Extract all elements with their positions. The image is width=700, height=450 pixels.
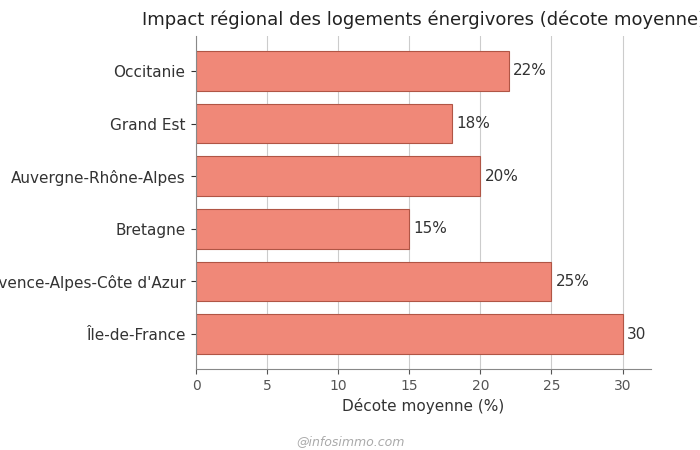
Bar (196, 209, 410, 248)
Bar (196, 104, 452, 143)
Title: Impact régional des logements énergivores (décote moyenne): Impact régional des logements énergivore… (142, 10, 700, 29)
X-axis label: Décote moyenne (%): Décote moyenne (%) (342, 398, 505, 414)
Text: 20%: 20% (484, 169, 519, 184)
Bar (196, 51, 509, 90)
Text: 18%: 18% (456, 116, 490, 131)
Bar (196, 157, 480, 196)
Text: 22%: 22% (513, 63, 547, 78)
Text: 15%: 15% (414, 221, 447, 236)
Text: 25%: 25% (556, 274, 589, 289)
Bar (196, 315, 622, 354)
Bar (196, 262, 552, 301)
Text: @infosimmo.com: @infosimmo.com (296, 435, 404, 448)
Text: 30: 30 (626, 327, 646, 342)
